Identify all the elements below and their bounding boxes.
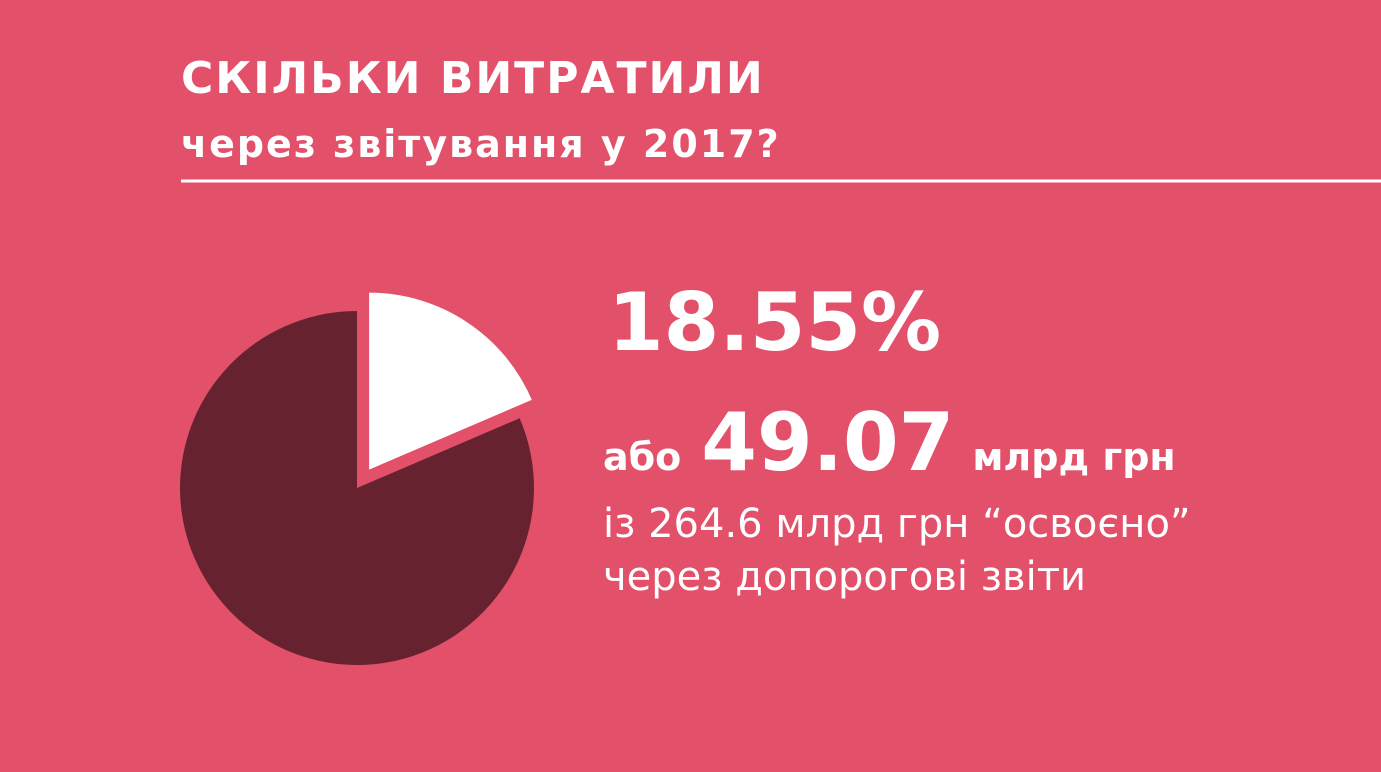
pie-slice <box>369 292 532 470</box>
share-label: 18.55% <box>608 276 941 369</box>
title: СКІЛЬКИ ВИТРАТИЛИ <box>181 53 765 104</box>
annotation: із 264.6 млрд грн “освоєно” <box>603 501 1191 547</box>
pie <box>180 292 535 665</box>
annotation: або <box>603 435 681 479</box>
amount: 49.07 <box>701 396 954 489</box>
subtitle: через звітування у 2017? <box>181 122 781 166</box>
pie-slice <box>180 311 535 665</box>
annotation: через допорогові звіти <box>603 554 1086 600</box>
annotation: млрд грн <box>972 435 1175 479</box>
